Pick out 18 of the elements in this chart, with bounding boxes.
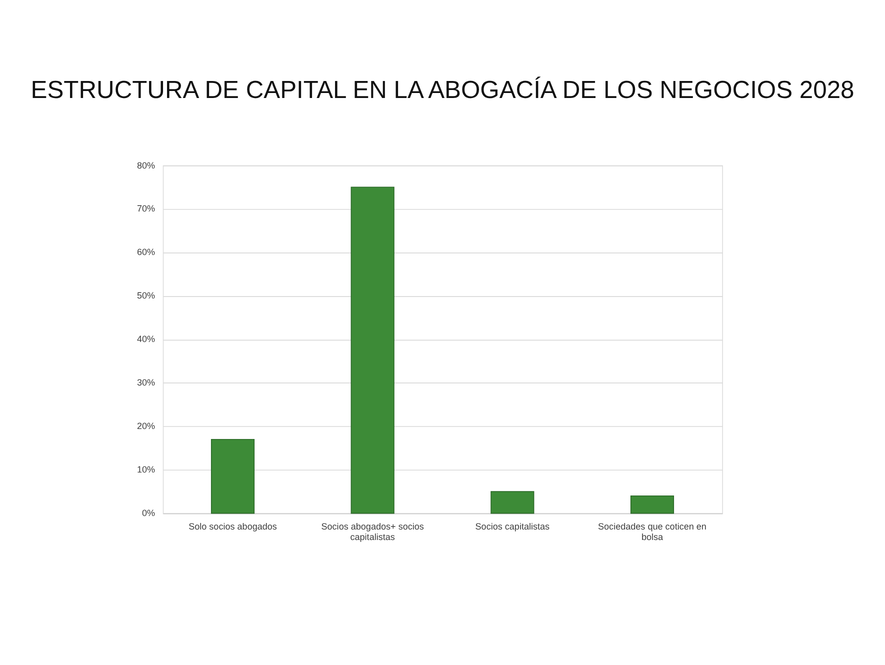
chart-title: ESTRUCTURA DE CAPITAL EN LA ABOGACÍA DE LOS NEGOCIOS 2028: [30, 76, 854, 104]
x-tick-label: Solo socios abogados: [188, 521, 278, 532]
x-tick-label: Socios capitalistas: [475, 521, 550, 532]
x-tick-label: Sociedades que coticen en bolsa: [598, 521, 706, 542]
x-tick-label: Socios abogados+ socios capitalistas: [321, 521, 424, 542]
y-tick-label: 60%: [136, 247, 156, 258]
y-tick-label: 80%: [136, 160, 156, 170]
bar: [630, 495, 674, 514]
y-tick-label: 40%: [136, 334, 156, 344]
bar: [490, 491, 534, 514]
y-tick-label: 10%: [136, 464, 156, 475]
bar: [210, 438, 255, 514]
y-tick-label: 70%: [136, 204, 156, 214]
y-tick-label: 50%: [136, 290, 156, 301]
y-tick-label: 20%: [136, 421, 156, 432]
y-tick-label: 30%: [136, 378, 156, 388]
y-tick-label: 0%: [142, 508, 156, 518]
bar: [350, 186, 394, 514]
